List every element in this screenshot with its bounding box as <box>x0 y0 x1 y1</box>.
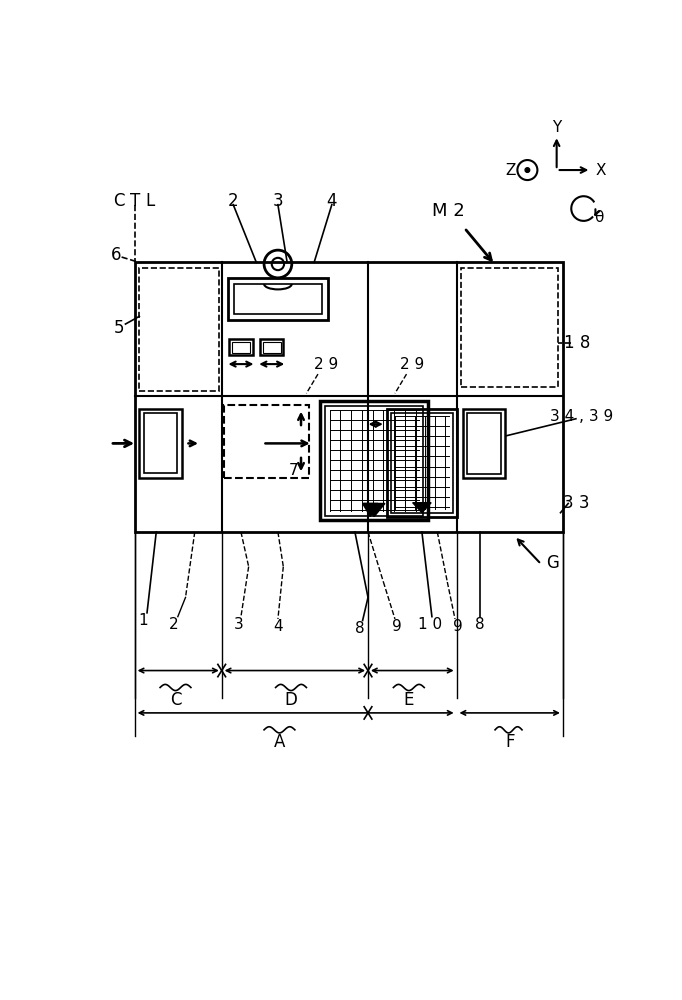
Text: X: X <box>595 163 606 178</box>
Bar <box>321 401 428 520</box>
Bar <box>229 339 252 355</box>
Text: 7: 7 <box>288 463 298 478</box>
Bar <box>325 406 424 516</box>
Text: A: A <box>273 733 285 751</box>
Text: 1 0: 1 0 <box>417 617 442 632</box>
Polygon shape <box>413 503 431 513</box>
Text: 6: 6 <box>111 246 121 264</box>
Text: L: L <box>145 192 155 210</box>
Bar <box>391 413 453 513</box>
Text: 2: 2 <box>228 192 239 210</box>
Bar <box>387 409 456 517</box>
Text: E: E <box>404 691 414 709</box>
Text: 9: 9 <box>454 619 463 634</box>
Bar <box>466 413 501 474</box>
Circle shape <box>525 168 530 172</box>
Text: 1: 1 <box>138 613 148 628</box>
Text: C: C <box>113 192 125 210</box>
Text: M 2: M 2 <box>432 202 465 220</box>
Text: 3 4 , 3 9: 3 4 , 3 9 <box>550 409 614 424</box>
Bar <box>134 262 563 532</box>
Text: θ: θ <box>594 210 604 225</box>
Text: Y: Y <box>552 120 561 135</box>
Text: T: T <box>130 192 140 210</box>
Text: 4: 4 <box>273 619 283 634</box>
Bar <box>234 284 322 314</box>
Bar <box>139 268 219 391</box>
Bar <box>224 405 309 478</box>
Bar <box>461 268 558 387</box>
Polygon shape <box>363 503 378 517</box>
Text: 5: 5 <box>114 319 125 337</box>
Bar <box>144 413 177 473</box>
Bar <box>263 342 281 353</box>
Text: G: G <box>546 554 559 572</box>
Bar <box>232 342 250 353</box>
Text: 3: 3 <box>234 617 243 632</box>
Text: F: F <box>506 733 515 751</box>
Text: 8: 8 <box>475 617 484 632</box>
Text: 1 8: 1 8 <box>564 334 591 352</box>
Text: 3: 3 <box>273 192 283 210</box>
Text: 3 3: 3 3 <box>563 494 590 512</box>
Text: 2 9: 2 9 <box>400 357 424 372</box>
Text: D: D <box>284 691 297 709</box>
Text: C: C <box>170 691 181 709</box>
Bar <box>261 339 283 355</box>
Text: Z: Z <box>505 163 516 178</box>
Text: 9: 9 <box>392 619 402 634</box>
Bar <box>228 278 328 320</box>
Bar <box>462 409 505 478</box>
Text: 4: 4 <box>327 192 337 210</box>
Bar <box>139 409 181 478</box>
Text: 2: 2 <box>169 617 179 632</box>
Polygon shape <box>364 503 385 517</box>
Text: 8: 8 <box>355 621 365 636</box>
Text: 2 9: 2 9 <box>314 357 338 372</box>
